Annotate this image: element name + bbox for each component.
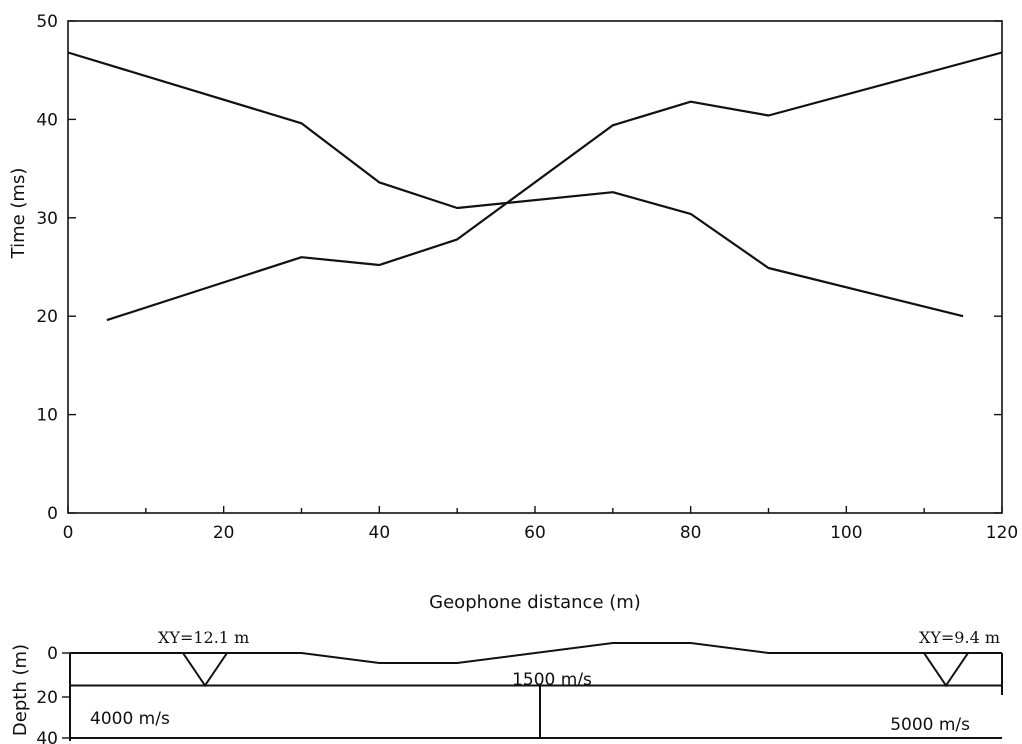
depth-y-ticks: 0 20 40: [36, 644, 70, 744]
depth-model-lines: [70, 642, 1002, 738]
shot-point-label: XY=12.1 m: [158, 628, 249, 647]
series-2-line: [106, 51, 1003, 322]
depth-model: 0 20 40 XY=12.1 m XY=9.4 m 1500 m/s 4000 m/…: [10, 628, 1003, 744]
x-tick-label: 40: [369, 523, 391, 543]
shot-point-marker: [181, 652, 229, 688]
depth-tick-label: 0: [47, 644, 58, 664]
y-axis-label: Time (ms): [8, 168, 29, 260]
x-tick-label: 100: [830, 523, 862, 543]
shot-points: XY=12.1 m XY=9.4 m: [158, 628, 1000, 688]
y-tick-label: 30: [36, 209, 58, 229]
shot-point-marker: [922, 652, 970, 688]
velocity-label-lower-left: 4000 m/s: [90, 709, 170, 729]
time-series-group: [67, 51, 1003, 322]
depth-tick-label: 20: [36, 688, 58, 708]
time-y-ticks: 0 10 20 30 40 50: [36, 12, 1002, 524]
x-tick-label: 120: [986, 523, 1018, 543]
velocity-label-lower-right: 5000 m/s: [890, 715, 970, 735]
y-tick-label: 20: [36, 307, 58, 327]
ground-surface-line: [70, 642, 1002, 664]
x-tick-label: 80: [680, 523, 702, 543]
time-chart: 0 10 20 30 40 50 0 20 40 60 80 100 120 Geophone dis…: [8, 12, 1018, 613]
x-axis-label: Geophone distance (m): [429, 592, 641, 613]
y-tick-label: 10: [36, 406, 58, 426]
x-tick-label: 0: [63, 523, 74, 543]
depth-tick-label: 40: [36, 729, 58, 744]
y-tick-label: 40: [36, 110, 58, 130]
series-1-line: [67, 51, 964, 318]
time-x-ticks: 0 20 40 60 80 100 120: [63, 506, 1018, 543]
y-tick-label: 0: [47, 504, 58, 524]
x-tick-label: 20: [213, 523, 235, 543]
y-tick-label: 50: [36, 12, 58, 32]
depth-axis-label: Depth (m): [10, 644, 31, 736]
velocity-label-upper: 1500 m/s: [512, 670, 592, 690]
shot-point-label: XY=9.4 m: [919, 628, 1000, 647]
x-tick-label: 60: [524, 523, 546, 543]
